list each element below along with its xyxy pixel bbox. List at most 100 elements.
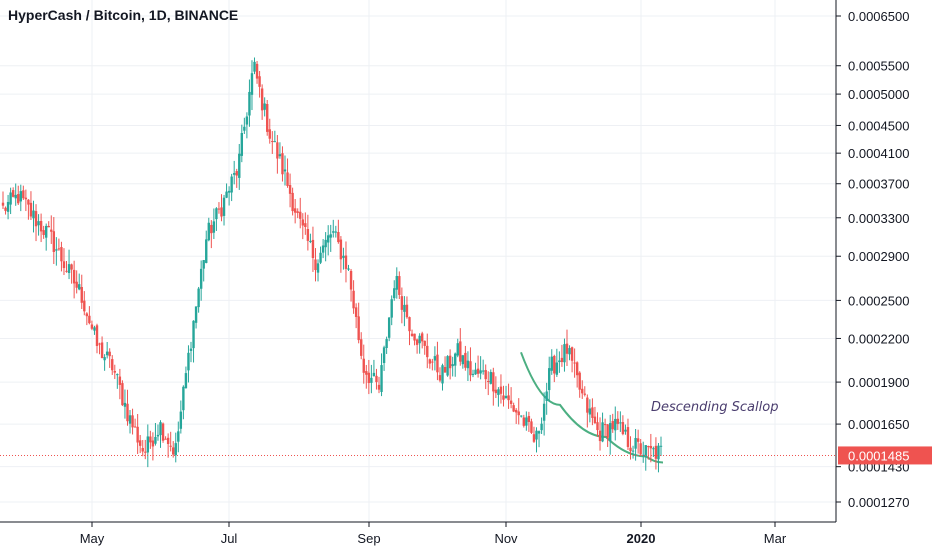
candle-body bbox=[542, 403, 546, 421]
candle-body bbox=[550, 356, 553, 371]
x-tick-label: May bbox=[80, 531, 105, 546]
candle-body bbox=[179, 411, 183, 429]
candle-body bbox=[591, 407, 594, 418]
candle-body bbox=[240, 133, 244, 156]
candle-body bbox=[636, 438, 640, 442]
candle-body bbox=[271, 141, 274, 143]
candle-body bbox=[316, 263, 320, 273]
candle-body bbox=[4, 207, 7, 211]
candle-body bbox=[32, 210, 35, 219]
candle-body bbox=[286, 172, 289, 186]
candle-body bbox=[375, 375, 378, 383]
grid-lines bbox=[0, 0, 836, 522]
candle-body bbox=[151, 440, 155, 447]
y-tick-label: 0.0001900 bbox=[848, 375, 909, 390]
candle-body bbox=[11, 190, 15, 197]
candle-body bbox=[499, 386, 503, 394]
candle-body bbox=[400, 296, 404, 310]
candle-body bbox=[461, 355, 465, 365]
candle-body bbox=[347, 268, 350, 270]
candle-body bbox=[387, 317, 391, 338]
candle-body bbox=[243, 126, 246, 131]
candle-body bbox=[263, 103, 266, 110]
candle-body bbox=[403, 304, 406, 312]
candle-body bbox=[62, 261, 66, 269]
candle-body bbox=[27, 199, 30, 205]
candle-body bbox=[565, 343, 569, 354]
x-tick-label: Sep bbox=[357, 531, 380, 546]
candle-body bbox=[525, 417, 528, 426]
candle-body bbox=[304, 223, 307, 227]
candle-body bbox=[1, 202, 5, 206]
candle-body bbox=[220, 207, 223, 217]
candle-body bbox=[644, 445, 647, 457]
last-price-label: 0.0001485 bbox=[848, 448, 909, 463]
chart-title: HyperCash / Bitcoin, 1D, BINANCE bbox=[8, 7, 238, 23]
candle-body bbox=[225, 191, 228, 198]
candle-body bbox=[619, 422, 622, 424]
candle-body bbox=[431, 361, 434, 363]
candle-body bbox=[428, 359, 432, 364]
y-tick-label: 0.0004100 bbox=[848, 146, 909, 161]
candle-body bbox=[172, 447, 175, 455]
candle-body bbox=[326, 235, 330, 243]
candle-body bbox=[357, 316, 360, 341]
candle-body bbox=[598, 430, 602, 442]
candle-body bbox=[527, 415, 531, 422]
candle-body bbox=[548, 368, 551, 391]
candle-body bbox=[337, 232, 340, 243]
candle-body bbox=[128, 415, 132, 424]
candle-body bbox=[332, 231, 335, 233]
candle-body bbox=[583, 393, 586, 395]
candle-body bbox=[504, 395, 508, 399]
candle-body bbox=[517, 411, 520, 416]
candle-body bbox=[441, 365, 444, 384]
y-tick-label: 0.0001650 bbox=[848, 417, 909, 432]
candle-body bbox=[47, 225, 50, 228]
candle-body bbox=[29, 202, 33, 217]
candle-body bbox=[626, 427, 630, 447]
candle-body bbox=[349, 270, 353, 290]
candle-body bbox=[497, 389, 500, 395]
candle-body bbox=[393, 288, 396, 299]
candle-body bbox=[405, 304, 409, 318]
candle-body bbox=[319, 252, 322, 263]
candle-body bbox=[44, 225, 48, 238]
candle-body bbox=[136, 426, 139, 443]
candle-body bbox=[202, 260, 205, 269]
x-tick-label: 2020 bbox=[627, 531, 656, 546]
candle-body bbox=[659, 445, 663, 447]
candle-body bbox=[606, 424, 609, 438]
candle-body bbox=[133, 426, 137, 428]
candle-body bbox=[324, 239, 327, 248]
last-price-tag-bg bbox=[838, 446, 932, 465]
candle-body bbox=[215, 208, 218, 220]
candle-body bbox=[372, 372, 376, 377]
candle-body bbox=[540, 423, 543, 431]
candle-body bbox=[522, 417, 526, 426]
candle-body bbox=[250, 73, 254, 95]
candle-body bbox=[413, 333, 416, 341]
candle-body bbox=[93, 327, 96, 331]
candle-body bbox=[520, 415, 523, 417]
candle-body bbox=[649, 445, 653, 449]
y-tick-label: 0.0004500 bbox=[848, 118, 909, 133]
candle-body bbox=[321, 245, 325, 253]
candle-body bbox=[362, 358, 365, 373]
candle-body bbox=[581, 388, 584, 394]
candle-body bbox=[420, 333, 424, 342]
candle-body bbox=[563, 344, 566, 363]
candle-body bbox=[512, 405, 515, 412]
candle-body bbox=[118, 376, 122, 385]
candle-body bbox=[57, 248, 61, 250]
candle-body bbox=[489, 372, 492, 384]
candle-body bbox=[24, 197, 28, 200]
candle-body bbox=[166, 437, 170, 445]
candle-body bbox=[654, 445, 658, 459]
candle-body bbox=[42, 230, 45, 235]
candle-body bbox=[509, 400, 513, 404]
candle-body bbox=[537, 431, 541, 434]
candle-body bbox=[367, 372, 371, 384]
y-tick-label: 0.0005000 bbox=[848, 87, 909, 102]
